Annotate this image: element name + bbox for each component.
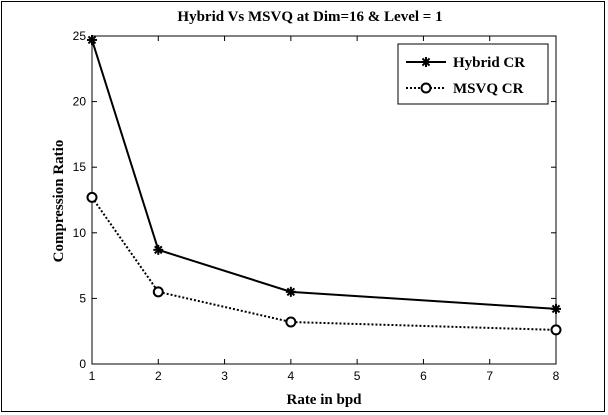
chart-title: Hybrid Vs MSVQ at Dim=16 & Level = 1 [177, 9, 442, 25]
y-tick-label: 5 [79, 291, 86, 305]
y-tick-label: 10 [73, 226, 87, 240]
data-point-msvq-cr [86, 191, 98, 203]
x-axis-label: Rate in bpd [286, 392, 362, 408]
x-tick-label: 5 [354, 369, 361, 383]
x-tick-label: 4 [288, 369, 295, 383]
legend-label: Hybrid CR [453, 55, 525, 71]
legend-label: MSVQ CR [453, 81, 524, 97]
x-tick-label: 2 [155, 369, 162, 383]
legend: Hybrid CR MSVQ CR [397, 43, 549, 105]
series-group [86, 34, 562, 336]
x-tick-label: 6 [420, 369, 427, 383]
data-point-hybrid-cr [551, 303, 561, 314]
data-point-hybrid-cr [153, 244, 164, 255]
legend-marker-star [421, 57, 431, 67]
y-axis-label: Compression Ratio [51, 140, 67, 263]
legend-marker-circle [420, 82, 432, 94]
data-point-msvq-cr [285, 316, 297, 328]
y-tick-label: 0 [79, 357, 86, 371]
legend-box [397, 43, 549, 105]
x-tick-label: 3 [221, 369, 228, 383]
x-tick-label: 1 [89, 369, 96, 383]
data-point-msvq-cr [152, 286, 164, 298]
data-point-msvq-cr [550, 324, 562, 336]
series-line-hybrid-cr [91, 39, 557, 310]
y-tick-label: 25 [73, 29, 87, 43]
data-point-hybrid-cr [87, 34, 97, 45]
x-tick-label: 7 [486, 369, 493, 383]
data-point-hybrid-cr [285, 286, 296, 297]
axis-ticks: 1 2 3 4 5 6 7 8 0 5 10 15 20 25 [73, 29, 560, 383]
x-tick-label: 8 [553, 369, 560, 383]
series-line-msvq-cr [91, 196, 557, 331]
y-tick-label: 20 [73, 95, 87, 109]
y-tick-label: 15 [73, 160, 87, 174]
